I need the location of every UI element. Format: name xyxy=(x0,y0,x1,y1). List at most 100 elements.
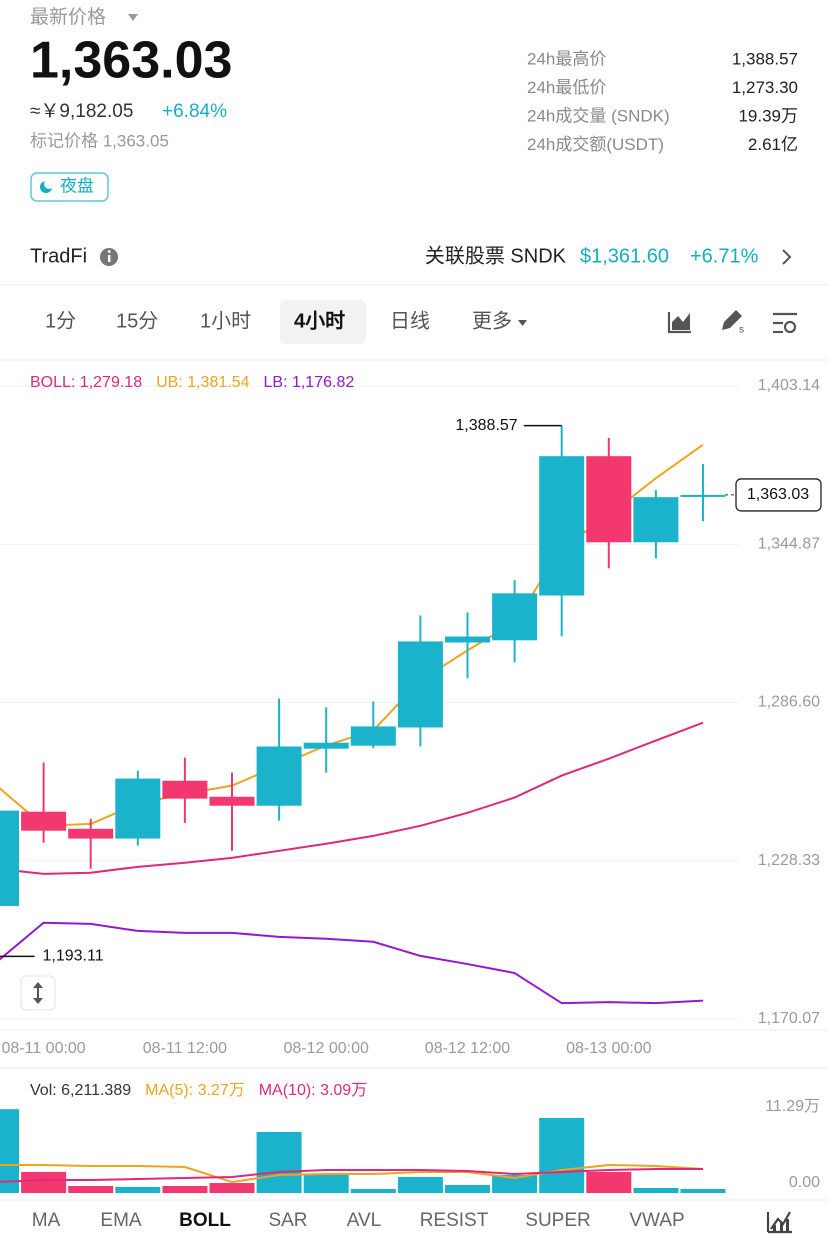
candle-body xyxy=(115,778,161,839)
volume-bar xyxy=(539,1117,585,1193)
candle-body xyxy=(0,810,19,906)
timeframe-tab[interactable]: 日线 xyxy=(390,309,430,332)
session-text: 夜盘 xyxy=(60,176,94,195)
candle-body xyxy=(303,742,349,749)
volume-bar xyxy=(21,1171,67,1193)
indicator-tab[interactable]: MA xyxy=(32,1210,61,1231)
indicator-tab[interactable]: RESIST xyxy=(420,1210,489,1231)
stat-value: 2.61亿 xyxy=(748,135,798,154)
cny-price: ≈￥9,182.05 xyxy=(30,101,133,122)
volume-bar xyxy=(0,1109,19,1193)
timeframe-active-bg xyxy=(280,300,366,344)
candle-body xyxy=(680,494,726,497)
price-change: +6.84% xyxy=(162,101,227,122)
y-tick-label: 1,170.07 xyxy=(758,1010,820,1027)
stat-label: 24h成交量 (SNDK) xyxy=(527,106,670,125)
y-tick-label: 1,286.60 xyxy=(758,694,820,711)
moon-icon-cut xyxy=(44,179,54,189)
candle-body xyxy=(586,456,632,543)
linked-stock: 关联股票 SNDK xyxy=(425,244,567,267)
candle-body xyxy=(397,641,443,728)
indicator-settings-icon[interactable] xyxy=(766,1211,792,1234)
chart-type-icon[interactable] xyxy=(667,312,691,334)
legend-entry: MA(5): 3.27万 xyxy=(145,1082,245,1099)
mark-price: 标记价格 1,363.05 xyxy=(30,131,169,150)
timeframe-tab[interactable]: 15分 xyxy=(116,309,158,332)
candle-body xyxy=(445,636,490,643)
last-price-label: 1,363.03 xyxy=(747,486,809,503)
stat-label: 24h最高价 xyxy=(527,49,606,68)
volume-bar xyxy=(303,1174,349,1193)
linked-change: +6.71% xyxy=(690,245,759,267)
indicator-tab[interactable]: SAR xyxy=(268,1210,307,1231)
price-label: 最新价格 xyxy=(30,6,106,28)
dropdown-arrow[interactable] xyxy=(128,14,138,21)
stat-value: 19.39万 xyxy=(738,106,798,125)
timeframe-tab[interactable]: 1小时 xyxy=(200,309,251,332)
volume-bar xyxy=(115,1186,161,1193)
legend-entry: UB: 1,381.54 xyxy=(156,374,250,391)
timeframe-tab[interactable]: 4小时 xyxy=(294,309,345,332)
x-tick-label: 08-11 00:00 xyxy=(1,1040,85,1057)
volume-chart: 11.29万 0.00 Vol: 6,211.389 MA(5): 3.27万 MA(1… xyxy=(0,1082,820,1193)
linked-price: $1,361.60 xyxy=(580,245,669,267)
volume-bar xyxy=(209,1183,255,1193)
draw-icon[interactable]: s xyxy=(722,310,744,336)
indicator-tab[interactable]: VWAP xyxy=(629,1210,684,1231)
last-price-box xyxy=(735,478,822,512)
plot-area xyxy=(0,425,726,1005)
indicator-line xyxy=(0,921,704,1005)
indicator-tab[interactable]: AVL xyxy=(347,1210,382,1231)
stat-label: 24h最低价 xyxy=(527,78,606,97)
draw-icon-s: s xyxy=(739,325,744,336)
indicator-line xyxy=(0,1168,703,1183)
indicator-tab[interactable]: BOLL xyxy=(179,1210,231,1231)
info-icon-dot xyxy=(107,250,111,253)
chevron[interactable] xyxy=(782,249,792,265)
stat-value: 1,388.57 xyxy=(732,49,798,68)
indicator-line xyxy=(0,721,704,875)
info-icon-bar xyxy=(108,255,111,262)
volume-bar xyxy=(256,1131,302,1193)
candle-body xyxy=(21,811,67,831)
candle-body xyxy=(492,593,538,641)
dropdown-arrow[interactable] xyxy=(518,320,527,326)
volume-bar xyxy=(162,1185,208,1193)
volume-bar xyxy=(68,1185,114,1193)
volume-bar xyxy=(445,1185,490,1193)
indicator-line xyxy=(0,1163,704,1184)
y-tick-label: 1,228.33 xyxy=(758,852,820,869)
high-label: 1,388.57 xyxy=(455,417,517,434)
timeframe-bar: 1分 15分 1小时 4小时 日线 更多 xyxy=(45,300,527,344)
indicator-tab[interactable]: SUPER xyxy=(525,1210,590,1231)
tradfi-label: TradFi xyxy=(30,245,87,267)
volume-bar xyxy=(586,1171,632,1193)
y-tick-label: 1,344.87 xyxy=(758,535,820,552)
candle-body xyxy=(209,796,255,806)
volume-bar xyxy=(350,1188,396,1193)
candle-body xyxy=(68,828,114,839)
stat-label: 24h成交额(USDT) xyxy=(527,135,664,154)
x-tick-label: 08-13 00:00 xyxy=(566,1040,652,1057)
stat-value: 1,273.30 xyxy=(732,78,798,97)
volume-bar xyxy=(680,1188,726,1193)
scale-toggle-icon xyxy=(33,982,43,1004)
timeframe-tab[interactable]: 更多 xyxy=(472,309,512,332)
legend-entry: MA(10): 3.09万 xyxy=(259,1082,368,1099)
y-tick-label: 11.29万 xyxy=(765,1098,820,1115)
stats: 24h最高价 1,388.57 24h最低价 1,273.30 24h成交量 (SNDK… xyxy=(527,49,798,154)
y-tick-label: 0.00 xyxy=(789,1174,820,1191)
legend-entry: BOLL: 1,279.18 xyxy=(30,374,142,391)
low-label: 1,193.11 xyxy=(43,948,104,965)
candle-body xyxy=(162,780,208,799)
volume-bar xyxy=(633,1187,679,1193)
volume-legend: Vol: 6,211.389 xyxy=(30,1082,131,1099)
x-tick-label: 08-11 12:00 xyxy=(143,1040,227,1057)
indicator-tab[interactable]: EMA xyxy=(100,1210,142,1231)
x-tick-label: 08-12 12:00 xyxy=(425,1040,511,1057)
settings-icon[interactable] xyxy=(773,312,797,334)
volume-bar xyxy=(492,1175,538,1193)
timeframe-tab[interactable]: 1分 xyxy=(45,309,76,332)
